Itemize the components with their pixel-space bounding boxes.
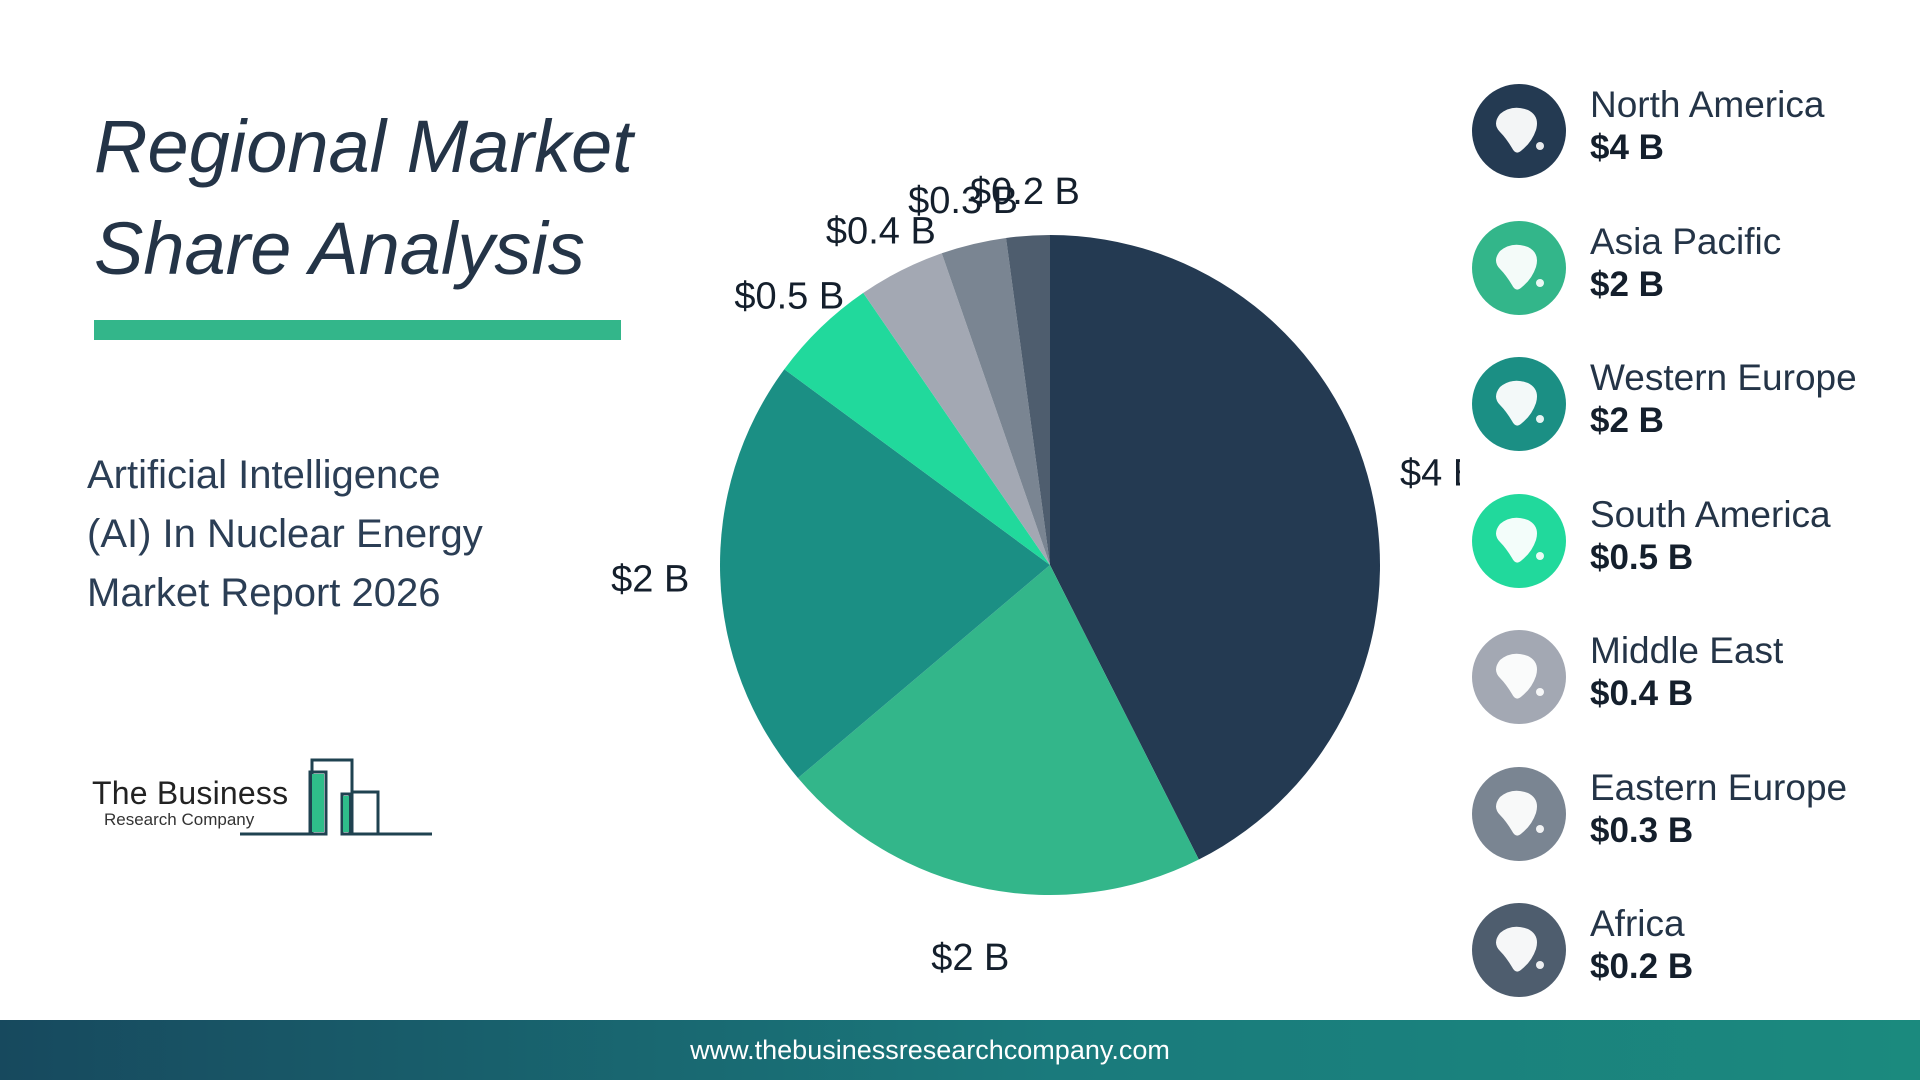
title-underline <box>94 320 621 340</box>
legend-region-value: $4 B <box>1590 128 1664 167</box>
south-america-map-icon <box>1472 493 1566 588</box>
legend-region-name: Africa <box>1590 903 1685 944</box>
chart-legend: North America $4 B Asia Pacific $2 B Western… <box>1472 0 1912 1000</box>
legend-region-name: North America <box>1590 84 1825 125</box>
pie-slice-north-america <box>1050 235 1380 860</box>
pie-slice-middle-east <box>863 253 1050 565</box>
legend-region-value: $0.2 B <box>1590 947 1694 986</box>
north-america-map-icon <box>1472 84 1566 178</box>
pie-slice-africa <box>1006 235 1050 565</box>
chart-title-line-1: Regional Market <box>94 105 633 188</box>
pie-slice-eastern-europe <box>941 237 1050 565</box>
legend-item-north-america: North America $4 B <box>1472 74 1912 178</box>
legend-region-value: $0.5 B <box>1590 537 1694 577</box>
pie-slice-south-america <box>784 292 1050 565</box>
pie-slice-asia-pacific <box>797 565 1199 895</box>
legend-item-africa: Africa $0.2 B <box>1472 893 1912 997</box>
pie-label-middle-east: $0.4 B <box>826 210 936 252</box>
middle-east-map-icon <box>1472 630 1566 724</box>
chart-title: Regional Market Share Analysis <box>94 96 633 300</box>
pie-label-africa: $0.2 B <box>970 171 1080 213</box>
legend-region-value: $2 B <box>1590 401 1664 440</box>
logo-bars-icon <box>240 758 432 836</box>
legend-region-name: Eastern Europe <box>1590 766 1848 808</box>
legend-item-asia-pacific: Asia Pacific $2 B <box>1472 211 1912 315</box>
legend-region-value: $2 B <box>1590 264 1664 304</box>
asia-pacific-map-icon <box>1472 220 1566 315</box>
africa-map-icon <box>1472 903 1566 997</box>
legend-region-name: Asia Pacific <box>1590 220 1782 262</box>
pie-label-western-europe: $2 B <box>611 558 689 600</box>
eastern-europe-map-icon <box>1472 766 1566 861</box>
pie-chart: $4 B $2 B $2 B $0.5 B $0.4 B$0.3 B$0.2 B <box>611 171 1460 979</box>
pie-slice-western-europe <box>720 369 1050 779</box>
legend-item-western-europe: Western Europe $2 B <box>1472 347 1912 451</box>
legend-item-eastern-europe: Eastern Europe $0.3 B <box>1472 757 1912 861</box>
legend-item-south-america: South America $0.5 B <box>1472 484 1912 588</box>
footer-bar: www.thebusinessresearchcompany.com <box>0 1020 1920 1080</box>
report-subtitle: Artificial Intelligence (AI) In Nuclear … <box>87 453 483 615</box>
pie-label-south-america: $0.5 B <box>734 275 844 317</box>
legend-region-name: South America <box>1590 493 1831 535</box>
logo-subname: Research Company <box>104 810 255 829</box>
legend-region-name: Western Europe <box>1590 357 1857 398</box>
company-logo: The Business Research Company <box>92 730 442 840</box>
chart-title-line-2: Share Analysis <box>94 207 585 290</box>
legend-region-name: Middle East <box>1590 630 1784 671</box>
pie-label-north-america: $4 B <box>1400 452 1460 494</box>
logo-name: The Business <box>92 775 289 811</box>
legend-item-middle-east: Middle East $0.4 B <box>1472 620 1912 724</box>
pie-label-asia-pacific: $2 B <box>931 937 1009 979</box>
legend-region-value: $0.4 B <box>1590 674 1694 713</box>
western-europe-map-icon <box>1472 357 1566 451</box>
legend-region-value: $0.3 B <box>1590 810 1694 850</box>
footer-url[interactable]: www.thebusinessresearchcompany.com <box>690 1035 1170 1065</box>
pie-label-eastern-europe: $0.3 B <box>908 180 1018 222</box>
